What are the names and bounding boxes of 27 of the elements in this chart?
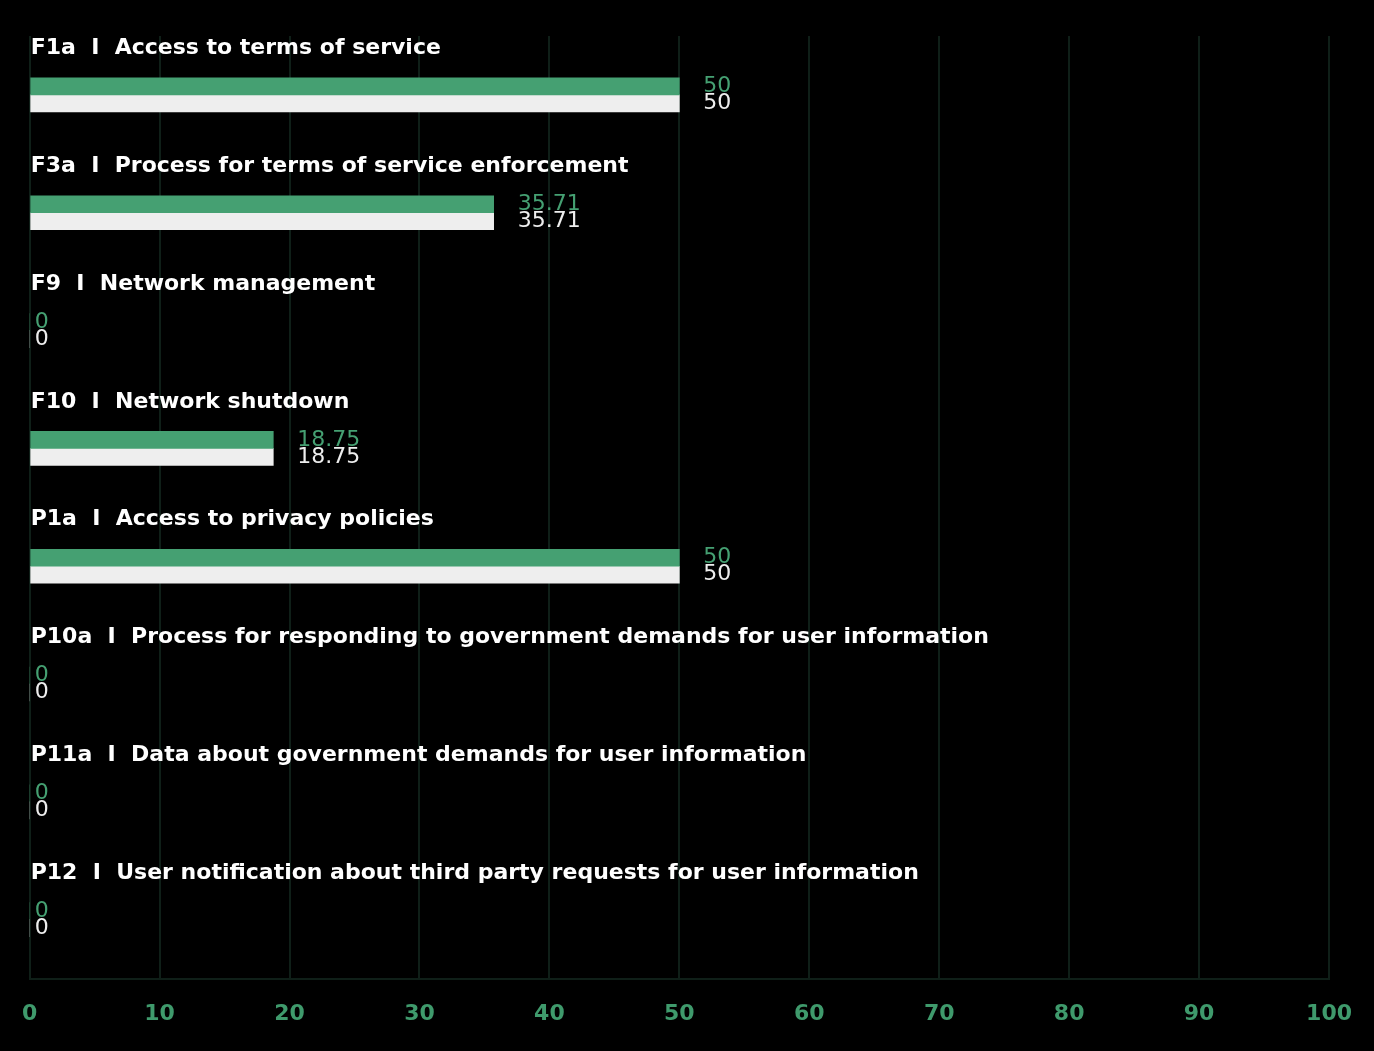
bar [30,448,274,466]
x-tick-label: 10 [144,999,175,1025]
bar [30,94,680,113]
x-tick-label: 50 [664,999,695,1025]
x-tick-label: 20 [274,999,305,1025]
x-tick-label: 40 [534,999,565,1025]
x-tick-label: 100 [1306,999,1353,1025]
x-tick-label: 70 [923,999,955,1025]
y-tick-label: P1a I Access to privacy policies [30,505,434,531]
bar [30,77,680,96]
bar [30,565,680,584]
bar [30,212,494,231]
y-tick-label: F9 I Network management [30,269,376,295]
y-tick-label: F3a I Process for terms of service enforcement [30,151,630,177]
y-tick-label: F1a I Access to terms of service [30,34,441,60]
y-tick-label: P11a I Data about government demands for user information [30,741,807,767]
x-tick-label: 90 [1183,999,1215,1025]
x-tick-label: 0 [22,999,38,1025]
y-tick-label: P10a I Process for responding to government demands for user information [30,623,989,649]
bar [30,431,274,449]
x-tick-label: 30 [404,999,435,1025]
x-tick-label: 60 [793,999,825,1025]
x-tick-label: 80 [1053,999,1085,1025]
y-tick-label: F10 I Network shutdown [30,387,350,413]
y-tick-label: P12 I User notification about third party requests for user information [30,858,919,884]
bar [30,548,680,567]
bar [30,195,494,214]
